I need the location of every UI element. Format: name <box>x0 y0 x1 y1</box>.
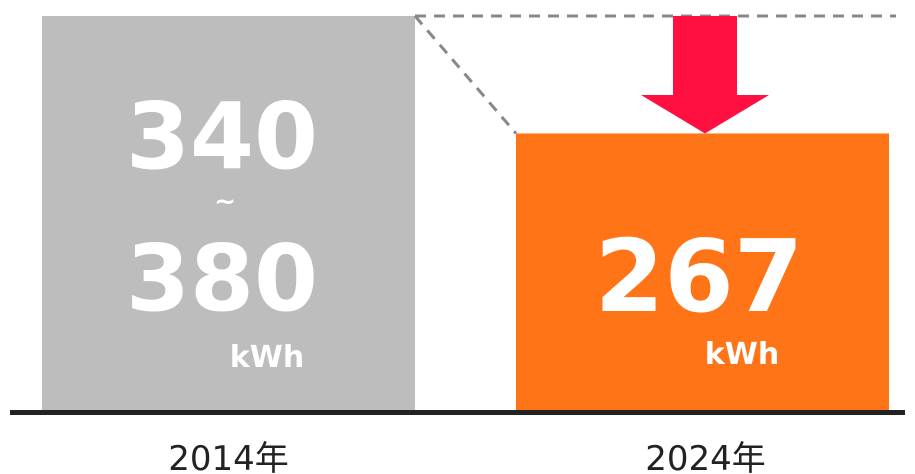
x-axis-baseline <box>10 410 905 415</box>
bar-2014-range-separator: ~ <box>214 187 236 217</box>
bar-2014-unit: kWh <box>230 340 304 375</box>
bar-2024-value: 267 <box>595 218 804 335</box>
x-tick-label-2024: 2024年 <box>645 439 766 474</box>
bar-2014-value-low: 340 <box>126 83 318 190</box>
decrease-arrow-icon <box>641 16 769 134</box>
x-tick-label-2014: 2014年 <box>168 439 289 474</box>
bar-2014-value-high: 380 <box>126 225 318 332</box>
bar-2024 <box>516 133 889 412</box>
bar-2024-unit: kWh <box>705 337 779 372</box>
dashed-connector-line <box>413 15 518 135</box>
bar-2014 <box>42 16 415 411</box>
